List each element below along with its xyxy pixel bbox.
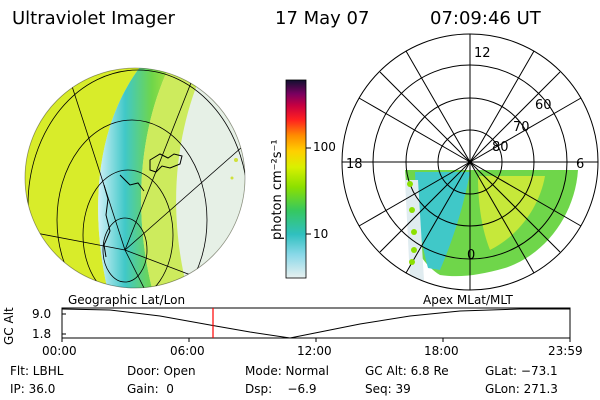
info-glon: GLon: 271.3 — [485, 382, 558, 396]
alt-ytick-9: 9.0 — [32, 307, 52, 321]
info-gain: Gain: 0 — [127, 382, 174, 396]
lat-label-60: 60 — [535, 98, 552, 113]
right-panel-label: Apex MLat/MLT — [423, 293, 513, 307]
altitude-plot — [61, 307, 571, 342]
colorbar-unit-label: photon cm⁻²s⁻¹ — [270, 139, 285, 240]
info-glat: GLat: −73.1 — [485, 364, 558, 378]
mlt-label-6: 6 — [576, 157, 585, 172]
alt-xtick-2359: 23:59 — [548, 344, 583, 358]
alt-xtick-1200: 12:00 — [297, 344, 332, 358]
instrument-title: Ultraviolet Imager — [12, 8, 175, 29]
info-mode: Mode: Normal — [245, 364, 329, 378]
polar-image — [341, 33, 599, 291]
mlt-label-0: 0 — [467, 248, 476, 263]
colorbar — [285, 79, 311, 279]
lat-label-80: 80 — [492, 140, 509, 155]
left-panel-label: Geographic Lat/Lon — [68, 293, 186, 307]
info-gcalt: GC Alt: 6.8 Re — [365, 364, 449, 378]
alt-xtick-1800: 18:00 — [424, 344, 459, 358]
colorbar-tick-100: 100 — [313, 140, 336, 154]
alt-ylabel: GC Alt — [2, 307, 16, 345]
info-seq: Seq: 39 — [365, 382, 411, 396]
colorbar-tick-10: 10 — [313, 227, 329, 241]
info-flt: Flt: LBHL — [10, 364, 64, 378]
date-label: 17 May 07 — [275, 8, 370, 29]
alt-xtick-0600: 06:00 — [170, 344, 205, 358]
alt-xtick-0000: 00:00 — [42, 344, 77, 358]
geographic-image — [24, 67, 246, 289]
info-dsp: Dsp: −6.9 — [245, 382, 317, 396]
mlt-label-12: 12 — [474, 46, 491, 61]
info-door: Door: Open — [127, 364, 196, 378]
mlt-label-18: 18 — [346, 157, 363, 172]
info-ip: IP: 36.0 — [10, 382, 56, 396]
time-label: 07:09:46 UT — [430, 8, 541, 29]
alt-ytick-1-8: 1.8 — [32, 327, 52, 341]
lat-label-70: 70 — [513, 120, 530, 135]
